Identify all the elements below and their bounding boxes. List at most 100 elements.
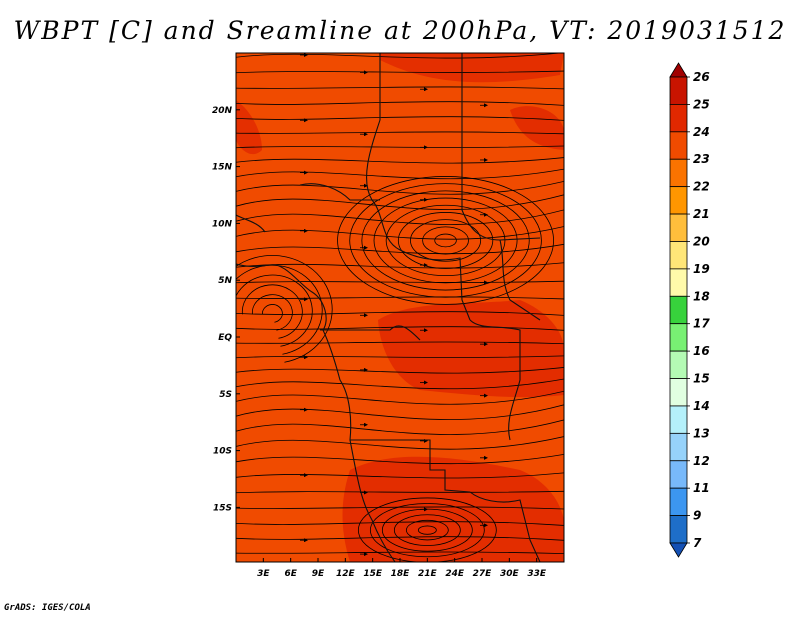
colorbar-label: 22 [693,180,710,194]
colorbar-label: 23 [693,152,710,166]
colorbar-box [669,460,688,489]
country-border [469,491,541,562]
colorbar-label: 20 [693,234,710,248]
vortex-line [393,514,461,546]
colorbar-box [669,515,688,544]
lon-tick-label: 9E [312,569,325,579]
streamline [236,453,564,465]
country-border [299,183,380,201]
vortex-line [262,304,283,323]
map-panel: 3E 6E 9E 12E 15E 18E 21E 24E 27E 30E 33E 20N 15N 10N… [212,52,565,579]
streamline [236,436,564,450]
lon-tick-label: 33E [527,569,547,579]
streamline [236,326,564,331]
colorbar-box [669,158,688,188]
streamline [236,419,564,435]
lat-tick-label: EQ [218,333,232,343]
grads-credit: GrADS: IGES/COLA [4,603,91,613]
lon-tick-label: 15E [363,569,383,579]
colorbar: 26 25 24 23 22 21 20 19 18 17 16 15 14 13 12 11 9 7 [669,62,710,558]
vortex-line [236,274,313,347]
streamline [236,70,564,74]
country-border [399,249,471,321]
colorbar-label: 25 [693,97,710,111]
streamline [236,472,564,479]
lon-tick-label: 27E [473,569,493,579]
longitude-axis: 3E 6E 9E 12E 15E 18E 21E 24E 27E 30E 33E [257,558,547,579]
shade-24-north-east [510,106,564,150]
streamline [236,145,564,149]
vortex-line [422,226,469,255]
vortex-line [236,264,323,355]
colorbar-label: 11 [693,481,710,495]
shade-24-west [236,100,262,155]
vortex-line [357,497,497,562]
country-borders [236,53,541,562]
vortex-line [349,183,542,298]
colorbar-box [669,268,688,297]
streamline [236,209,564,225]
country-border [461,53,541,241]
streamline [236,168,564,180]
latitude-axis: 20N 15N 10N 5N EQ 5S 10S 15S [212,106,240,513]
vortex-line [361,190,530,291]
streamline [236,521,564,526]
colorbar-label: 19 [693,262,710,276]
vortex-line [369,503,485,558]
colorbar-label: 12 [693,454,710,468]
streamline [236,366,564,374]
colorbar-bottom-triangle [669,542,688,558]
shade-24-south [342,456,564,562]
vortex-line [397,212,494,269]
colorbar-box [669,405,688,434]
lat-tick-label: 5S [219,390,232,400]
colorbar-label: 18 [693,289,710,303]
vortex-line [385,204,506,277]
streamline [236,157,564,164]
streamline [236,243,564,255]
colorbar-box [669,104,688,133]
streamline [236,86,564,90]
colorbar-box [669,350,688,379]
colorbar-label: 17 [693,317,710,331]
colorbar-label: 7 [693,536,702,550]
colorbar-label: 15 [693,372,710,386]
plot-title: WBPT [C] and Sreamline at 200hPa, VT: 20… [13,16,787,45]
streamlines [236,53,564,562]
colorbar-box [669,241,688,270]
lon-tick-label: 30E [500,569,520,579]
colorbar-box [669,378,688,407]
lon-tick-label: 3E [257,569,270,579]
streamline [236,378,564,390]
shade-24-north [380,53,564,83]
colorbar-box [669,186,688,215]
streamline [236,311,564,316]
streamline [236,536,564,541]
colorbar-label: 24 [693,125,710,139]
colorbar-label: 9 [693,509,701,523]
vortex-line [236,255,333,363]
colorbar-box [669,76,688,105]
streamline [236,53,564,59]
country-border [499,239,541,321]
lat-tick-label: 5N [218,276,232,286]
streamline [236,341,564,345]
colorbar-label: 16 [693,344,710,358]
streamline [236,390,564,405]
streamline [236,101,564,106]
vortex-line [252,294,293,331]
country-border [350,439,471,493]
streamline [236,490,564,494]
lon-tick-label: 24E [445,569,465,579]
lat-tick-label: 10S [213,447,232,457]
colorbar-top-triangle [669,62,688,78]
lon-tick-label: 12E [336,569,356,579]
colorbar-label: 21 [693,207,710,221]
colorbar-box [669,323,688,352]
streamline [236,296,564,300]
lon-tick-label: 6E [284,569,297,579]
vortex-line [337,176,554,305]
vortex-line [381,508,473,552]
